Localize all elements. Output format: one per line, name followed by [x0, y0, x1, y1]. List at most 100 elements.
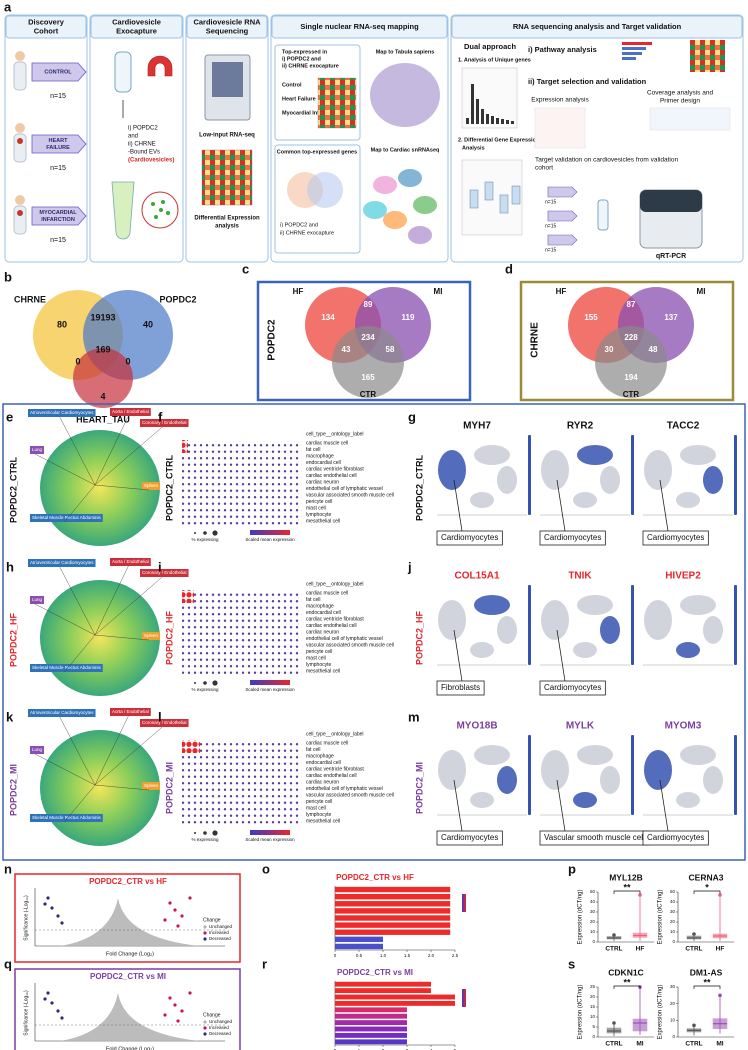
- decreased-point: [60, 921, 64, 925]
- gene-title: HIVEP2: [665, 571, 701, 582]
- gene-title: RYR2: [567, 421, 594, 432]
- sequencer-screen: [212, 62, 243, 97]
- cell-type: macrophage: [306, 754, 334, 760]
- cohort-arrow: [31, 134, 87, 154]
- feature-colorbar: [734, 735, 737, 815]
- venn-name: POPDC2: [267, 319, 278, 361]
- cell-type-header: cell_type__ontology_label: [306, 431, 364, 437]
- cell-type: lymphocyte: [306, 512, 332, 518]
- mini-venn: [307, 172, 343, 208]
- cluster: [373, 176, 397, 194]
- x-tick-label: 2.5: [452, 953, 459, 958]
- map-text: Top-expressed in: [282, 49, 328, 55]
- bar: [335, 1013, 407, 1019]
- cell-type: macrophage: [306, 454, 334, 460]
- decreased-point: [56, 1009, 60, 1013]
- magnet: [147, 55, 173, 77]
- feature-cluster: [541, 600, 569, 640]
- feature-cluster: [676, 642, 700, 658]
- deco-heatmap: [690, 40, 725, 72]
- cell-type: fat cell: [306, 597, 320, 603]
- stage-title: Exocapture: [116, 26, 157, 35]
- panel-letter: f: [158, 409, 163, 424]
- umap-region: Aorta / Endothelial: [112, 559, 149, 564]
- feature-cluster: [573, 492, 597, 508]
- dot-grid: [182, 740, 302, 825]
- panel-letter: i: [158, 559, 162, 574]
- x-tick-label: CTRL: [605, 946, 622, 953]
- region-box: [30, 596, 45, 604]
- feature-colorbar: [631, 735, 634, 815]
- region-box: [142, 782, 161, 790]
- cohort-name: HEART: [49, 138, 69, 144]
- y-tick-label: 30: [670, 984, 676, 989]
- region-pointer: [94, 565, 129, 636]
- deco-box: [469, 189, 479, 209]
- umap-region: Lung: [32, 747, 43, 752]
- deco-bar: [622, 42, 652, 45]
- venn-set-label: CTR: [360, 390, 377, 399]
- region-box: [30, 446, 45, 454]
- increased-point: [188, 896, 192, 900]
- seq-text: Low-input RNA-seq: [199, 133, 255, 139]
- sig-bracket: [613, 890, 641, 894]
- legend-dot: [212, 680, 218, 686]
- axis-label: Significance (-Log₁₀): [23, 990, 29, 1036]
- cell-type: endocardial cell: [306, 760, 341, 766]
- venn-count: 165: [361, 373, 375, 382]
- volcano-frame: [14, 968, 241, 1050]
- bar: [335, 929, 451, 935]
- legend-swatch: [203, 931, 207, 935]
- panel-letter: h: [6, 559, 14, 574]
- cohort-n: n=15: [545, 247, 556, 253]
- feature-cluster: [541, 750, 569, 790]
- feature-cluster: [470, 792, 494, 808]
- venn-count: 194: [624, 373, 638, 382]
- cell-type: fat cell: [306, 747, 320, 753]
- legend-item: Decreased: [209, 936, 231, 941]
- venn-name: CHRNE: [530, 322, 541, 358]
- decreased-point: [56, 914, 60, 918]
- bar-title: POPDC2_CTR vs MI: [337, 968, 413, 977]
- y-tick-label: 5: [592, 1024, 595, 1029]
- venn-count: 89: [364, 300, 373, 309]
- feature-cluster: [573, 792, 597, 808]
- map-box: [274, 44, 361, 141]
- stage-header: [186, 15, 268, 39]
- x-tick-label: 0: [334, 953, 337, 958]
- feature-colorbar: [528, 435, 531, 515]
- umap-region: Atrioventricular Cardiomyocytes: [30, 410, 94, 415]
- panel-letter: j: [407, 559, 412, 574]
- decreased-point: [43, 997, 47, 1001]
- venn-box: [519, 280, 735, 402]
- region-pointer: [34, 453, 96, 486]
- legend-item: Increased: [209, 1025, 229, 1030]
- axis-label: Expression (dCT/ng): [658, 889, 664, 944]
- axis-label: Fold Change (Log₂): [106, 951, 154, 957]
- umap-region: Lung: [32, 447, 43, 452]
- cohort-arrow: [547, 186, 578, 198]
- deco-bar: [486, 114, 489, 124]
- deco-box: [511, 185, 521, 205]
- row-name: POPDC2_MI: [8, 764, 18, 816]
- cohort-arrow: [547, 210, 578, 222]
- tube: [114, 51, 132, 93]
- x-tick-label: 2: [382, 1048, 385, 1050]
- dot-grid: [182, 590, 302, 675]
- stage-box: [185, 14, 269, 263]
- analysis-text: Expression analysis: [531, 97, 589, 104]
- increased-point: [173, 908, 177, 912]
- cluster: [383, 211, 407, 229]
- umap-region: Aorta / Endothelial: [112, 709, 149, 714]
- stage-box: [270, 14, 449, 263]
- cohort-name: INFARCTION: [41, 217, 75, 223]
- deco-bar: [622, 52, 642, 55]
- region-pointer: [59, 416, 96, 486]
- callout-arrow: [556, 779, 566, 832]
- y-tick-label: 10: [590, 929, 596, 934]
- outlier: [638, 893, 642, 897]
- feature-cluster: [703, 616, 723, 644]
- venn-count: 0: [75, 356, 80, 366]
- venn-count: 4: [100, 391, 105, 401]
- cell-type: vascular associated smooth muscle cell: [306, 493, 394, 499]
